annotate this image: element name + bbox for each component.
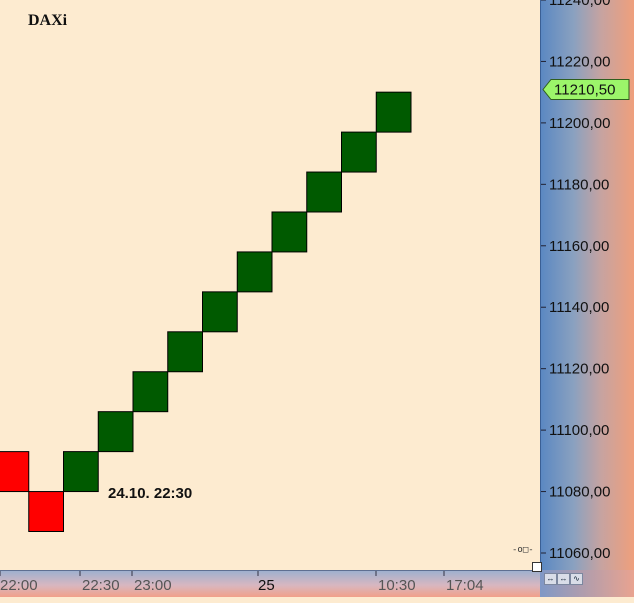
y-tick-label: 11080,00 <box>549 484 610 501</box>
y-tick-label: 11160,00 <box>549 238 609 255</box>
down-box <box>0 451 30 493</box>
up-box <box>236 251 273 293</box>
last-price-marker: 11210,50 <box>542 79 630 100</box>
up-box <box>202 291 238 333</box>
x-axis[interactable]: 22:00 22:30 23:00 25 10:30 17:04 <box>0 570 540 597</box>
x-axis-svg: 22:00 22:30 23:00 25 10:30 17:04 <box>0 571 484 594</box>
y-tick-label: 11100,00 <box>549 422 609 439</box>
y-axis[interactable]: 11240,00 11220,00 11200,00 11180,00 11160,00… <box>540 0 634 570</box>
up-box <box>271 211 308 253</box>
down-box <box>28 491 64 532</box>
x-tick-label: 10:30 <box>378 577 416 594</box>
y-tick-label: 11120,00 <box>549 361 609 378</box>
y-tick-label: 11200,00 <box>549 115 610 132</box>
y-tick-label: 11180,00 <box>549 176 609 193</box>
y-tick-label: 11060,00 <box>549 545 610 562</box>
date-annotation: 24.10. 22:30 <box>108 485 192 502</box>
point-and-figure-chart: 24.10. 22:30 <box>0 91 412 532</box>
plot-area[interactable]: 24.10. 22:30 <box>0 0 540 570</box>
chart-type-icon[interactable]: ∿ <box>570 573 583 585</box>
last-price-label: 11210,50 <box>554 82 615 99</box>
x-tick-label: 17:04 <box>446 577 484 594</box>
scroll-left-icon[interactable]: ↔ <box>544 573 557 585</box>
up-box <box>306 171 342 213</box>
up-box <box>341 131 377 173</box>
x-tick-label: 22:00 <box>0 577 38 594</box>
y-tick-label: 11220,00 <box>549 53 610 70</box>
x-tick-label: 23:00 <box>134 577 172 594</box>
y-tick-label: 11240,00 <box>549 0 610 9</box>
x-tick-label: 22:30 <box>82 577 120 594</box>
x-tick-label: 25 <box>258 577 275 594</box>
y-axis-svg: 11240,00 11220,00 11200,00 11180,00 11160,00… <box>541 0 630 562</box>
up-box <box>63 451 99 493</box>
up-box <box>132 371 169 413</box>
up-box <box>97 411 134 453</box>
resize-handle-icon[interactable] <box>532 562 542 572</box>
link-icon[interactable]: -o□- <box>512 545 534 555</box>
chart-title: DAXi <box>28 12 68 29</box>
up-box <box>167 331 203 373</box>
up-box <box>375 91 412 133</box>
scroll-right-icon[interactable]: ↔ <box>557 573 570 585</box>
y-tick-label: 11140,00 <box>549 299 609 316</box>
